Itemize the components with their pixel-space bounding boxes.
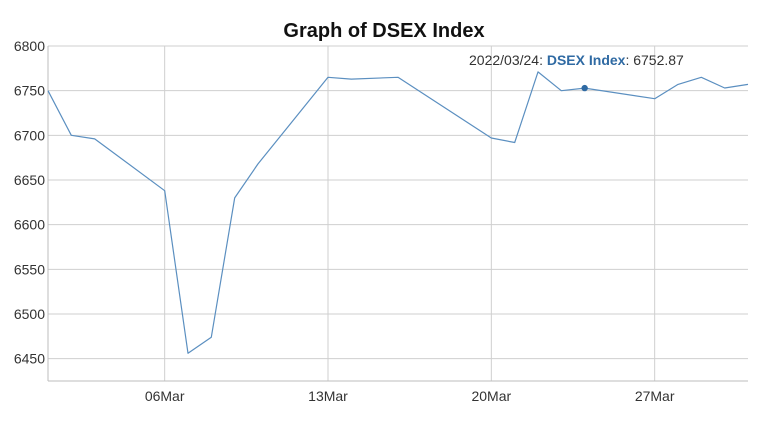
tooltip-date: 2022/03/24	[469, 52, 540, 68]
series-dsex-index[interactable]	[46, 70, 750, 355]
x-tick-label: 20Mar	[471, 388, 511, 404]
grid-lines	[48, 45, 748, 381]
y-tick-label: 6700	[14, 127, 45, 143]
data-point	[699, 75, 703, 79]
data-point	[746, 82, 750, 86]
data-point	[723, 86, 727, 90]
y-tick-label: 6750	[14, 83, 45, 99]
chart-title: Graph of DSEX Index	[283, 20, 485, 42]
tooltip-value: 6752.87	[633, 52, 684, 68]
tooltip: 2022/03/24: DSEX Index: 6752.87	[469, 52, 684, 68]
highlighted-point	[581, 84, 588, 92]
data-point	[536, 70, 540, 74]
data-point	[256, 162, 260, 166]
y-tick-label: 6450	[14, 351, 45, 367]
data-point	[653, 97, 657, 101]
data-point	[46, 89, 50, 93]
y-tick-label: 6500	[14, 306, 45, 322]
data-point	[186, 351, 190, 355]
data-point	[233, 196, 237, 200]
y-tick-label: 6550	[14, 261, 45, 277]
series-line[interactable]	[47, 71, 749, 354]
data-point	[163, 189, 167, 193]
data-point	[559, 89, 563, 93]
data-point	[396, 75, 400, 79]
data-point	[676, 82, 680, 86]
x-tick-label: 06Mar	[145, 388, 185, 404]
tooltip-series-name: DSEX Index	[546, 52, 626, 68]
axes: 6450 6500 6550 6600 6650 6700 6750 6800 06Mar 13M…	[14, 38, 748, 404]
tooltip-sep: :	[539, 52, 547, 68]
tooltip-marker	[581, 84, 588, 92]
data-point	[326, 75, 330, 79]
data-point	[489, 136, 493, 140]
tooltip-sep2: :	[625, 52, 634, 68]
data-point	[349, 77, 353, 81]
x-tick-label: 27Mar	[635, 388, 675, 404]
y-tick-label: 6650	[14, 172, 45, 188]
x-tick-label: 13Mar	[308, 388, 348, 404]
data-point	[209, 335, 213, 339]
data-point	[93, 137, 97, 141]
y-tick-label: 6600	[14, 217, 45, 233]
data-point	[513, 140, 517, 144]
y-tick-label: 6800	[14, 38, 45, 54]
data-point	[69, 133, 73, 137]
